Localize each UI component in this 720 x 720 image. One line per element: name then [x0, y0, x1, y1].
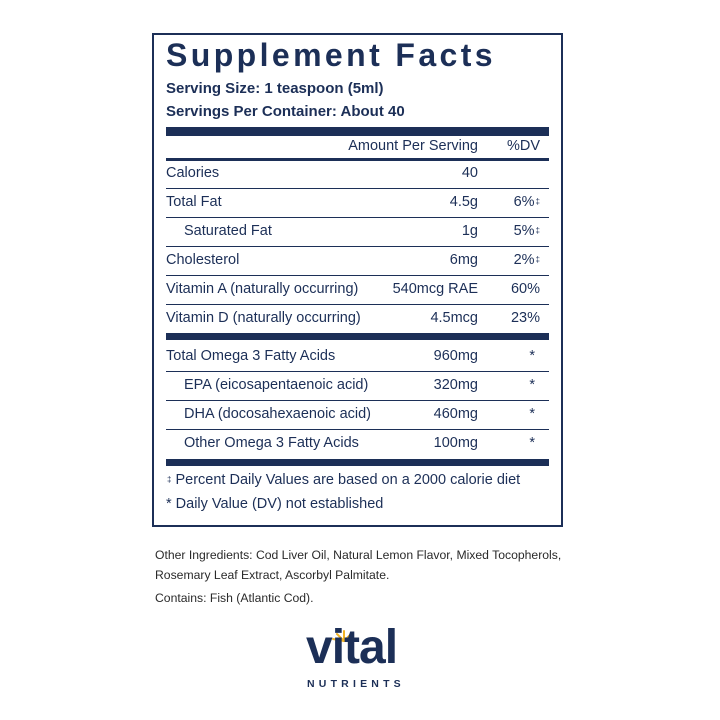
thick-rule-top	[166, 127, 549, 136]
nutrient-amount: 40	[461, 165, 478, 181]
row-divider	[166, 304, 549, 305]
nutrient-name: Cholesterol	[166, 252, 240, 268]
nutrient-amount: 4.5mcg	[430, 310, 478, 326]
thick-rule-bottom	[166, 459, 549, 466]
nutrient-dv: 2%‡	[513, 252, 540, 268]
row-divider	[166, 217, 549, 218]
nutrient-name: Vitamin D (naturally occurring)	[166, 310, 361, 326]
nutrient-dv: *	[529, 377, 535, 393]
nutrient-dv: 5%‡	[513, 223, 540, 239]
row-divider	[166, 400, 549, 401]
row-divider	[166, 371, 549, 372]
header-amount: Amount Per Serving	[348, 138, 478, 154]
contains-allergen: Contains: Fish (Atlantic Cod).	[155, 591, 314, 605]
medium-rule	[166, 158, 549, 161]
footnote-dv-not-established: * Daily Value (DV) not established	[166, 496, 384, 512]
nutrient-name: Total Omega 3 Fatty Acids	[166, 348, 336, 364]
row-divider	[166, 188, 549, 189]
nutrient-amount: 4.5g	[449, 194, 478, 210]
nutrient-dv: 60%	[510, 281, 540, 297]
other-ingredients-line2: Rosemary Leaf Extract, Ascorbyl Palmitat…	[155, 568, 390, 582]
nutrient-dv: *	[529, 406, 535, 422]
row-divider	[166, 429, 549, 430]
nutrient-amount: 1g	[461, 223, 478, 239]
nutrient-name: EPA (eicosapentaenoic acid)	[184, 377, 369, 393]
nutrient-amount: 6mg	[449, 252, 478, 268]
nutrient-name: Total Fat	[166, 194, 222, 210]
row-divider	[166, 246, 549, 247]
nutrient-name: Other Omega 3 Fatty Acids	[184, 435, 359, 451]
nutrient-amount: 460mg	[433, 406, 478, 422]
supplement-facts-panel: Supplement Facts Serving Size: 1 teaspoo…	[152, 33, 563, 527]
nutrient-dv: *	[529, 348, 535, 364]
nutrient-name: DHA (docosahexaenoic acid)	[184, 406, 371, 422]
panel-title: Supplement Facts	[166, 37, 497, 73]
sun-rays-icon	[332, 630, 356, 642]
nutrient-amount: 100mg	[433, 435, 478, 451]
brand-subtitle: NUTRIENTS	[307, 678, 405, 690]
nutrient-name: Vitamin A (naturally occurring)	[166, 281, 359, 297]
footnote-percent-dv: ‡ Percent Daily Values are based on a 20…	[167, 472, 521, 488]
nutrient-amount: 320mg	[433, 377, 478, 393]
nutrient-dv: 23%	[510, 310, 540, 326]
nutrient-dv: 6%‡	[513, 194, 540, 210]
other-ingredients-line1: Other Ingredients: Cod Liver Oil, Natura…	[155, 548, 562, 562]
thick-rule-middle	[166, 333, 549, 340]
nutrient-name: Saturated Fat	[184, 223, 272, 239]
header-dv: %DV	[506, 138, 540, 154]
nutrient-dv: *	[529, 435, 535, 451]
row-divider	[166, 275, 549, 276]
nutrient-amount: 540mcg RAE	[392, 281, 478, 297]
nutrient-amount: 960mg	[433, 348, 478, 364]
nutrient-name: Calories	[166, 165, 220, 181]
serving-size: Serving Size: 1 teaspoon (5ml)	[166, 80, 384, 97]
servings-per-container: Servings Per Container: About 40	[166, 103, 405, 120]
brand-wordmark: vital	[306, 621, 398, 674]
